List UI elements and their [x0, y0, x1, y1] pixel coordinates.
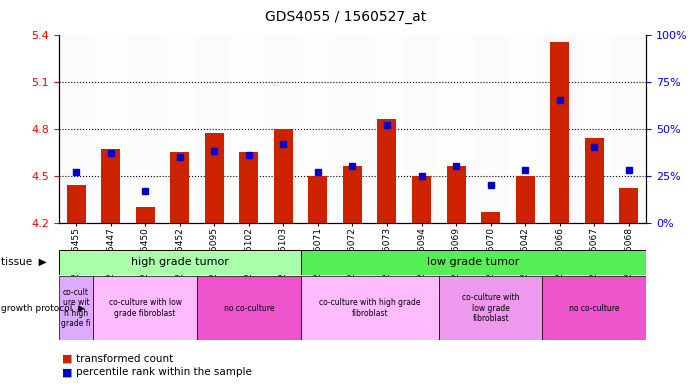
Bar: [508, 35, 542, 223]
Bar: [308, 176, 328, 223]
Text: GDS4055 / 1560527_at: GDS4055 / 1560527_at: [265, 10, 426, 23]
Bar: [612, 35, 646, 223]
Bar: [343, 166, 362, 223]
Bar: [301, 276, 439, 340]
Bar: [377, 119, 397, 223]
Bar: [93, 35, 128, 223]
Bar: [404, 35, 439, 223]
Bar: [162, 35, 197, 223]
Bar: [239, 152, 258, 223]
Bar: [197, 276, 301, 340]
Bar: [101, 149, 120, 223]
Bar: [66, 185, 86, 223]
Text: co-culture with
low grade
fibroblast: co-culture with low grade fibroblast: [462, 293, 520, 323]
Bar: [274, 129, 293, 223]
Bar: [412, 176, 431, 223]
Bar: [266, 35, 301, 223]
Bar: [515, 176, 535, 223]
Text: percentile rank within the sample: percentile rank within the sample: [76, 367, 252, 377]
Bar: [585, 138, 604, 223]
Bar: [170, 152, 189, 223]
Text: co-culture with high grade
fibroblast: co-culture with high grade fibroblast: [319, 298, 420, 318]
Bar: [446, 166, 466, 223]
Bar: [59, 35, 93, 223]
Bar: [370, 35, 404, 223]
Bar: [542, 35, 577, 223]
Text: growth protocol  ▶: growth protocol ▶: [1, 304, 86, 313]
Bar: [59, 250, 301, 275]
Bar: [93, 276, 197, 340]
Text: ■: ■: [62, 367, 73, 377]
Bar: [231, 35, 266, 223]
Bar: [128, 35, 162, 223]
Text: tissue  ▶: tissue ▶: [1, 257, 47, 267]
Bar: [542, 276, 646, 340]
Bar: [481, 212, 500, 223]
Bar: [197, 35, 231, 223]
Text: no co-culture: no co-culture: [223, 304, 274, 313]
Text: high grade tumor: high grade tumor: [131, 257, 229, 267]
Bar: [439, 35, 473, 223]
Bar: [301, 35, 335, 223]
Text: co-cult
ure wit
h high
grade fi: co-cult ure wit h high grade fi: [61, 288, 91, 328]
Text: co-culture with low
grade fibroblast: co-culture with low grade fibroblast: [108, 298, 182, 318]
Bar: [205, 133, 224, 223]
Bar: [550, 42, 569, 223]
Bar: [473, 35, 508, 223]
Bar: [59, 276, 93, 340]
Bar: [619, 188, 638, 223]
Text: ■: ■: [62, 354, 73, 364]
Bar: [135, 207, 155, 223]
Text: transformed count: transformed count: [76, 354, 173, 364]
Bar: [577, 35, 612, 223]
Bar: [301, 250, 646, 275]
Bar: [439, 276, 542, 340]
Text: no co-culture: no co-culture: [569, 304, 620, 313]
Text: low grade tumor: low grade tumor: [427, 257, 520, 267]
Bar: [335, 35, 370, 223]
